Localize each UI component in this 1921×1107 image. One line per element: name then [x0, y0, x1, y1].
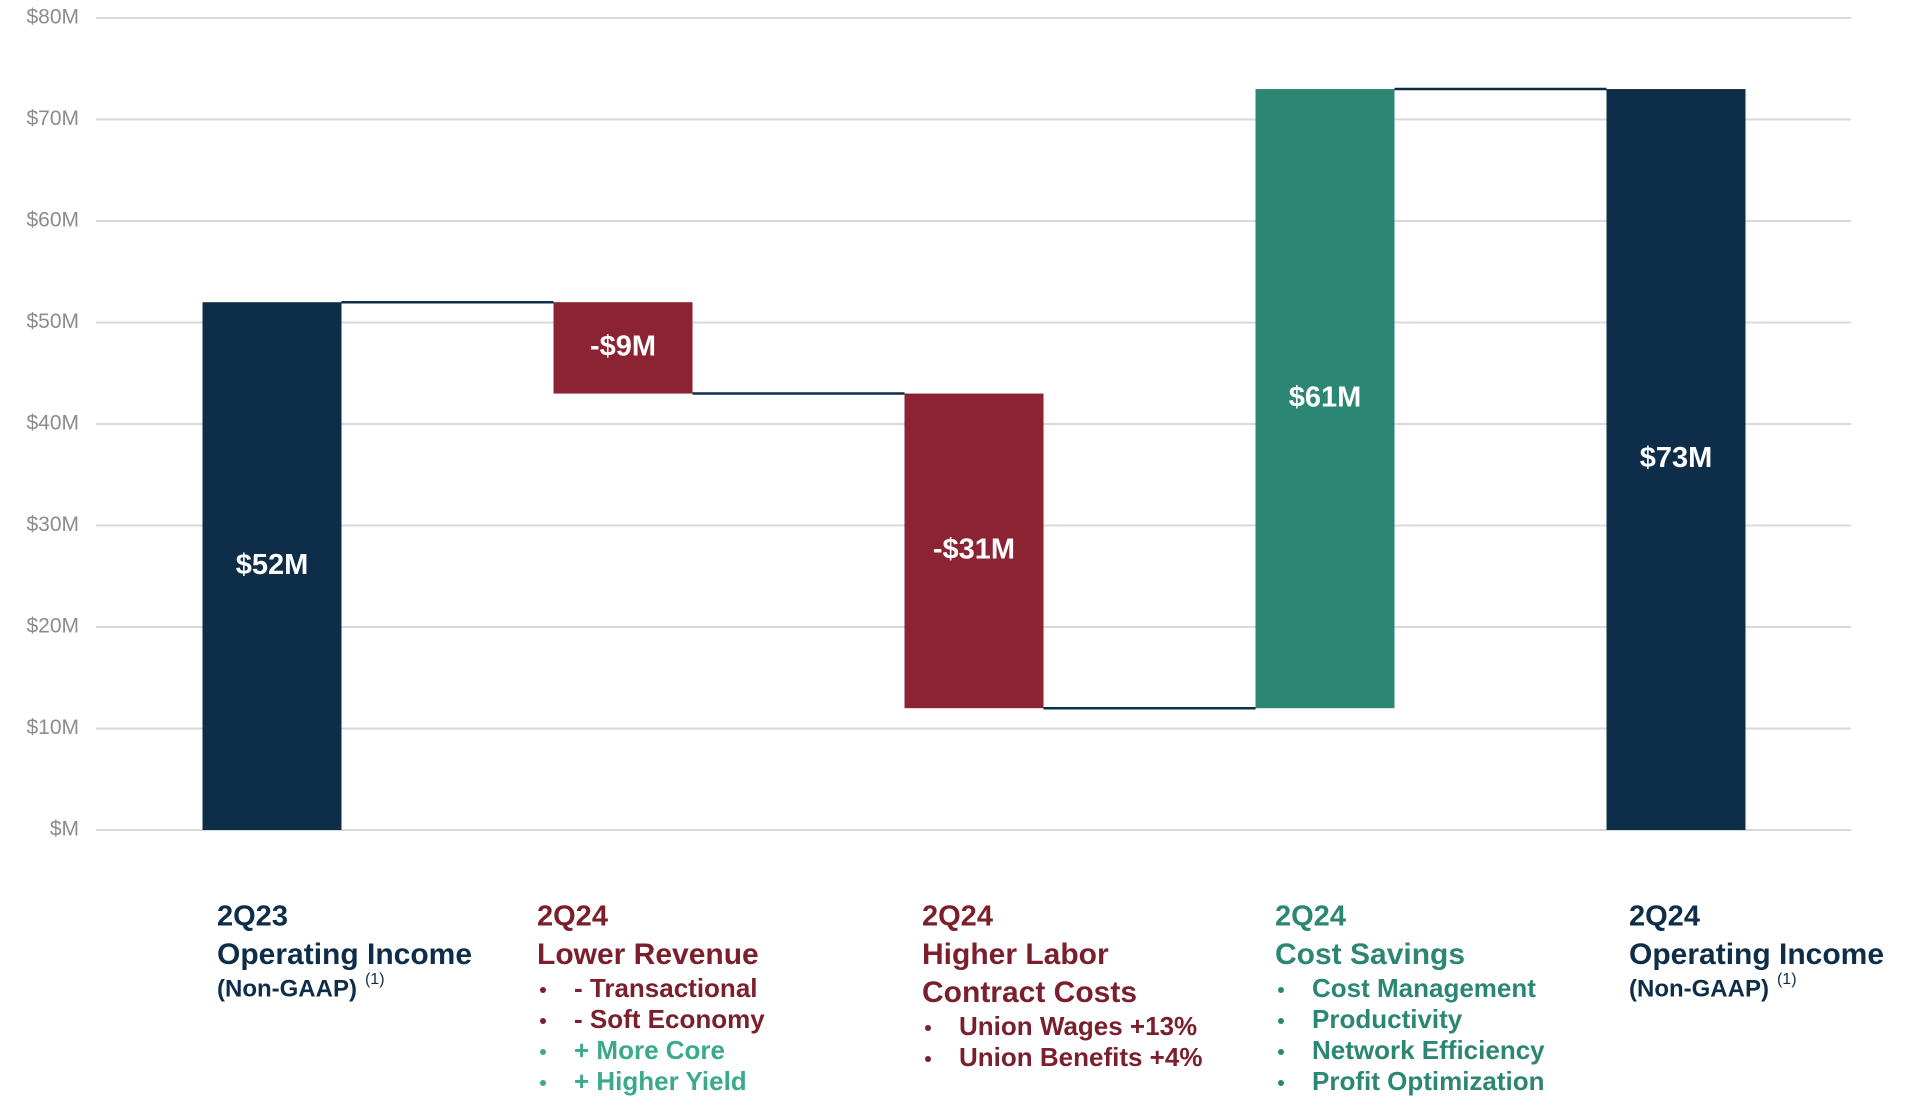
y-tick-label: $80M — [26, 6, 79, 29]
bullet-dot — [540, 1018, 546, 1024]
bullet-dot — [1278, 1018, 1284, 1024]
bullet-text: Profit Optimization — [1312, 1066, 1545, 1096]
bar — [904, 393, 1044, 709]
y-tick-label: $50M — [26, 310, 79, 333]
bullet-dot — [1278, 1080, 1284, 1086]
y-tick-label: $20M — [26, 615, 79, 638]
bullet-text: + More Core — [574, 1035, 725, 1065]
category-period: 2Q24 — [537, 901, 608, 933]
category-period: 2Q24 — [922, 901, 993, 933]
category-note: (Non-GAAP) — [217, 975, 357, 1002]
category-label: Higher Labor — [922, 938, 1109, 971]
footnote-ref: (1) — [365, 971, 385, 988]
category-note: (Non-GAAP) — [1629, 975, 1769, 1002]
bullet-dot — [540, 987, 546, 993]
bullet-text: + Higher Yield — [574, 1066, 747, 1096]
y-tick-label: $60M — [26, 209, 79, 232]
bullet-text: Union Benefits +4% — [959, 1042, 1202, 1072]
bullet-dot — [1278, 987, 1284, 993]
bullet-text: Cost Management — [1312, 973, 1536, 1003]
category-label: Contract Costs — [922, 976, 1137, 1009]
bar — [1255, 89, 1395, 709]
y-tick-label: $30M — [26, 513, 79, 536]
value-label: $61M — [1289, 381, 1362, 413]
bullet-dot — [1278, 1049, 1284, 1055]
value-label: $73M — [1640, 442, 1713, 474]
bar — [1606, 89, 1746, 831]
category-label: Operating Income — [1629, 938, 1884, 971]
y-tick-label: $10M — [26, 716, 79, 739]
bullet-dot — [925, 1056, 931, 1062]
bullet-text: Network Efficiency — [1312, 1035, 1545, 1065]
bullet-text: Productivity — [1312, 1004, 1463, 1034]
category-period: 2Q24 — [1275, 901, 1346, 933]
value-label: $52M — [236, 549, 309, 581]
bar — [202, 302, 342, 830]
bullet-text: Union Wages +13% — [959, 1011, 1197, 1041]
y-tick-label: $M — [50, 818, 79, 841]
category-period: 2Q24 — [1629, 901, 1700, 933]
bar — [553, 302, 693, 394]
y-tick-label: $70M — [26, 107, 79, 130]
bullet-dot — [540, 1049, 546, 1055]
footnote-ref: (1) — [1777, 971, 1797, 988]
bullet-text: - Transactional — [574, 973, 758, 1003]
category-label: Operating Income — [217, 938, 472, 971]
category-period: 2Q23 — [217, 901, 288, 933]
value-label: -$31M — [933, 534, 1015, 566]
bullet-dot — [925, 1025, 931, 1031]
y-tick-label: $40M — [26, 412, 79, 435]
category-label: Cost Savings — [1275, 938, 1465, 971]
category-label: Lower Revenue — [537, 938, 759, 971]
bullet-dot — [540, 1080, 546, 1086]
value-label: -$9M — [590, 331, 656, 363]
bullet-text: - Soft Economy — [574, 1004, 765, 1034]
